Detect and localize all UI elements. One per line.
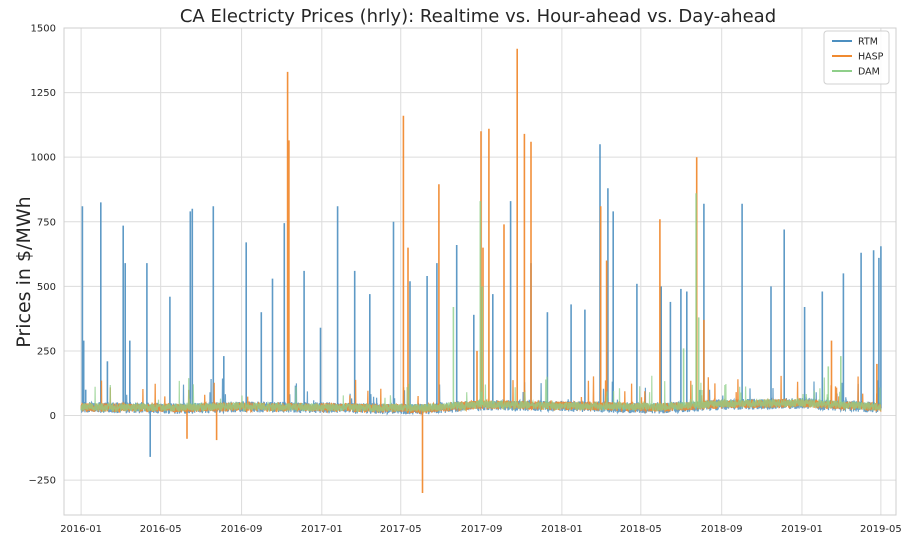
plot-frame [63,27,897,516]
x-tick-label: 2016-09 [221,524,263,535]
x-tick-label: 2018-09 [701,524,743,535]
y-tick-label: 500 [37,282,56,293]
x-tick-label: 2017-01 [301,524,343,535]
legend-label-rtm: RTM [858,37,878,48]
x-axis-ticks: 2016-01 2016-05 2016-09 2017-01 2017-05 2017-… [60,524,902,535]
x-tick-label: 2019-05 [860,524,902,535]
y-tick-label: 1250 [31,88,56,99]
chart-title: CA Electricty Prices (hrly): Realtime vs… [180,6,776,27]
legend-label-dam: DAM [858,67,880,78]
x-tick-label: 2016-01 [60,524,102,535]
x-tick-label: 2019-01 [781,524,823,535]
y-axis-ticks: −250 0 250 500 750 1000 1250 1500 [29,24,56,487]
series-layer [80,48,882,493]
y-tick-label: 1000 [31,153,56,164]
y-tick-label: 1500 [31,24,56,35]
x-tick-label: 2017-05 [380,524,422,535]
x-tick-label: 2018-01 [541,524,583,535]
y-tick-label: −250 [29,476,56,487]
y-axis-label: Prices in $/MWh [13,196,35,347]
y-tick-label: 250 [37,346,56,357]
x-tick-label: 2016-05 [140,524,182,535]
y-tick-label: 750 [37,217,56,228]
x-tick-label: 2018-05 [620,524,662,535]
y-tick-label: 0 [50,411,56,422]
legend: RTM HASP DAM [823,30,890,85]
x-tick-label: 2017-09 [461,524,503,535]
legend-label-hasp: HASP [858,52,884,63]
